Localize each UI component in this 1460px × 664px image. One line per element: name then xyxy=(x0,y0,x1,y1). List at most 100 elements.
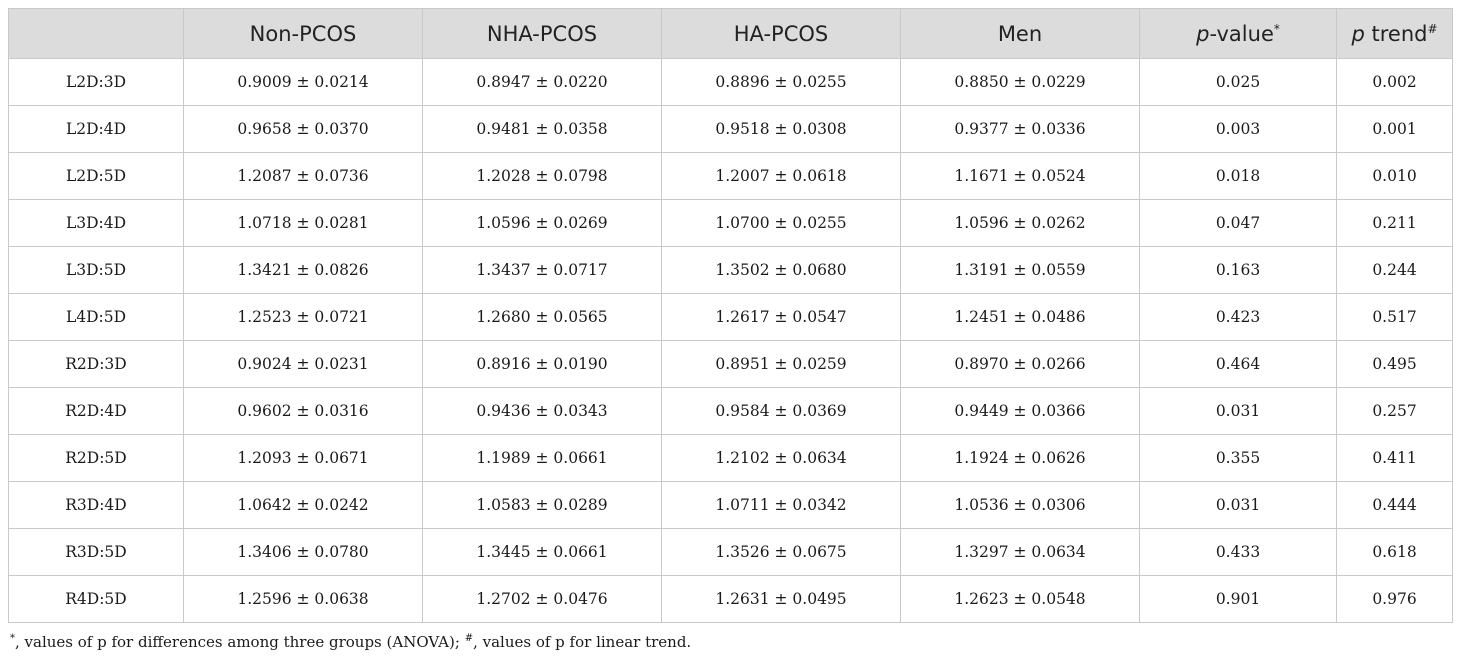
cell-row-label: L3D:4D xyxy=(8,199,184,247)
cell-p-value: 0.433 xyxy=(1139,528,1337,576)
cell-nha-pcos: 1.3437 ± 0.0717 xyxy=(422,246,662,294)
cell-ha-pcos: 1.0711 ± 0.0342 xyxy=(661,481,901,529)
cell-ha-pcos: 1.0700 ± 0.0255 xyxy=(661,199,901,247)
cell-ha-pcos: 1.2102 ± 0.0634 xyxy=(661,434,901,482)
footnote-symbol-hash: # xyxy=(464,633,474,644)
table-row: R2D:5D 1.2093 ± 0.0671 1.1989 ± 0.0661 1.21… xyxy=(8,434,1453,482)
cell-p-value: 0.355 xyxy=(1139,434,1337,482)
cell-p-trend: 0.010 xyxy=(1336,152,1453,200)
cell-men: 0.9449 ± 0.0366 xyxy=(900,387,1140,435)
cell-row-label: R3D:4D xyxy=(8,481,184,529)
cell-non-pcos: 0.9009 ± 0.0214 xyxy=(183,58,423,106)
cell-ha-pcos: 0.8896 ± 0.0255 xyxy=(661,58,901,106)
footnote-text-trend: , values of p for linear trend. xyxy=(473,633,692,651)
header-p-value-sup: * xyxy=(1273,21,1280,36)
cell-ha-pcos: 1.2617 ± 0.0547 xyxy=(661,293,901,341)
cell-p-trend: 0.517 xyxy=(1336,293,1453,341)
table-row: R4D:5D 1.2596 ± 0.0638 1.2702 ± 0.0476 1.26… xyxy=(8,575,1453,623)
cell-row-label: R2D:4D xyxy=(8,387,184,435)
cell-non-pcos: 1.2523 ± 0.0721 xyxy=(183,293,423,341)
footnote-symbol-asterisk: * xyxy=(10,633,15,644)
cell-nha-pcos: 1.3445 ± 0.0661 xyxy=(422,528,662,576)
cell-men: 0.8970 ± 0.0266 xyxy=(900,340,1140,388)
table-row: R2D:3D 0.9024 ± 0.0231 0.8916 ± 0.0190 0.89… xyxy=(8,340,1453,388)
cell-row-label: R2D:3D xyxy=(8,340,184,388)
header-empty xyxy=(8,8,184,59)
cell-nha-pcos: 0.8947 ± 0.0220 xyxy=(422,58,662,106)
cell-p-trend: 0.001 xyxy=(1336,105,1453,153)
cell-nha-pcos: 0.9436 ± 0.0343 xyxy=(422,387,662,435)
table-row: L4D:5D 1.2523 ± 0.0721 1.2680 ± 0.0565 1.26… xyxy=(8,293,1453,341)
cell-p-value: 0.031 xyxy=(1139,387,1337,435)
cell-non-pcos: 1.2596 ± 0.0638 xyxy=(183,575,423,623)
cell-p-trend: 0.618 xyxy=(1336,528,1453,576)
cell-p-value: 0.018 xyxy=(1139,152,1337,200)
cell-row-label: L2D:3D xyxy=(8,58,184,106)
header-p-trend: p trend# xyxy=(1336,8,1453,59)
table-row: L2D:3D 0.9009 ± 0.0214 0.8947 ± 0.0220 0.88… xyxy=(8,58,1453,106)
header-p-trend-rest: trend xyxy=(1364,21,1428,46)
cell-non-pcos: 1.2087 ± 0.0736 xyxy=(183,152,423,200)
cell-p-trend: 0.976 xyxy=(1336,575,1453,623)
footnote-text-anova: , values of p for differences among thre… xyxy=(15,633,465,651)
cell-men: 1.1924 ± 0.0626 xyxy=(900,434,1140,482)
header-men: Men xyxy=(900,8,1140,59)
cell-non-pcos: 0.9658 ± 0.0370 xyxy=(183,105,423,153)
cell-row-label: L2D:4D xyxy=(8,105,184,153)
header-nha-pcos: NHA-PCOS xyxy=(422,8,662,59)
cell-nha-pcos: 1.2702 ± 0.0476 xyxy=(422,575,662,623)
header-p-trend-sup: # xyxy=(1427,21,1438,36)
cell-row-label: L4D:5D xyxy=(8,293,184,341)
cell-ha-pcos: 0.9518 ± 0.0308 xyxy=(661,105,901,153)
header-p-trend-italic: p xyxy=(1351,21,1365,46)
cell-ha-pcos: 1.3526 ± 0.0675 xyxy=(661,528,901,576)
cell-ha-pcos: 0.9584 ± 0.0369 xyxy=(661,387,901,435)
cell-men: 1.0596 ± 0.0262 xyxy=(900,199,1140,247)
header-ha-pcos: HA-PCOS xyxy=(661,8,901,59)
cell-row-label: R3D:5D xyxy=(8,528,184,576)
table-row: R2D:4D 0.9602 ± 0.0316 0.9436 ± 0.0343 0.95… xyxy=(8,387,1453,435)
cell-nha-pcos: 1.2028 ± 0.0798 xyxy=(422,152,662,200)
cell-non-pcos: 1.2093 ± 0.0671 xyxy=(183,434,423,482)
table-container: Non-PCOS NHA-PCOS HA-PCOS Men p-value* p… xyxy=(8,8,1453,623)
cell-row-label: L3D:5D xyxy=(8,246,184,294)
cell-non-pcos: 1.3406 ± 0.0780 xyxy=(183,528,423,576)
cell-non-pcos: 1.3421 ± 0.0826 xyxy=(183,246,423,294)
cell-men: 0.8850 ± 0.0229 xyxy=(900,58,1140,106)
table-row: L3D:5D 1.3421 ± 0.0826 1.3437 ± 0.0717 1.35… xyxy=(8,246,1453,294)
cell-non-pcos: 0.9602 ± 0.0316 xyxy=(183,387,423,435)
cell-men: 1.3297 ± 0.0634 xyxy=(900,528,1140,576)
cell-p-trend: 0.444 xyxy=(1336,481,1453,529)
cell-p-value: 0.047 xyxy=(1139,199,1337,247)
cell-p-trend: 0.257 xyxy=(1336,387,1453,435)
digit-ratio-table: Non-PCOS NHA-PCOS HA-PCOS Men p-value* p… xyxy=(8,8,1453,623)
cell-p-value: 0.003 xyxy=(1139,105,1337,153)
cell-men: 1.1671 ± 0.0524 xyxy=(900,152,1140,200)
cell-p-trend: 0.411 xyxy=(1336,434,1453,482)
cell-row-label: R2D:5D xyxy=(8,434,184,482)
cell-row-label: L2D:5D xyxy=(8,152,184,200)
table-row: R3D:4D 1.0642 ± 0.0242 1.0583 ± 0.0289 1.07… xyxy=(8,481,1453,529)
cell-non-pcos: 0.9024 ± 0.0231 xyxy=(183,340,423,388)
cell-nha-pcos: 1.2680 ± 0.0565 xyxy=(422,293,662,341)
cell-non-pcos: 1.0642 ± 0.0242 xyxy=(183,481,423,529)
cell-men: 1.3191 ± 0.0559 xyxy=(900,246,1140,294)
cell-p-value: 0.464 xyxy=(1139,340,1337,388)
header-non-pcos: Non-PCOS xyxy=(183,8,423,59)
cell-men: 0.9377 ± 0.0336 xyxy=(900,105,1140,153)
cell-ha-pcos: 1.3502 ± 0.0680 xyxy=(661,246,901,294)
cell-p-trend: 0.002 xyxy=(1336,58,1453,106)
header-p-value-italic: p xyxy=(1196,21,1210,46)
cell-p-value: 0.423 xyxy=(1139,293,1337,341)
table-footnote: *, values of p for differences among thr… xyxy=(10,633,691,651)
header-row: Non-PCOS NHA-PCOS HA-PCOS Men p-value* p… xyxy=(8,8,1453,59)
cell-non-pcos: 1.0718 ± 0.0281 xyxy=(183,199,423,247)
cell-p-trend: 0.495 xyxy=(1336,340,1453,388)
cell-p-value: 0.025 xyxy=(1139,58,1337,106)
cell-men: 1.0536 ± 0.0306 xyxy=(900,481,1140,529)
table-row: R3D:5D 1.3406 ± 0.0780 1.3445 ± 0.0661 1.35… xyxy=(8,528,1453,576)
cell-p-trend: 0.244 xyxy=(1336,246,1453,294)
header-p-value-rest: -value xyxy=(1209,21,1274,46)
cell-men: 1.2623 ± 0.0548 xyxy=(900,575,1140,623)
table-row: L2D:5D 1.2087 ± 0.0736 1.2028 ± 0.0798 1.20… xyxy=(8,152,1453,200)
